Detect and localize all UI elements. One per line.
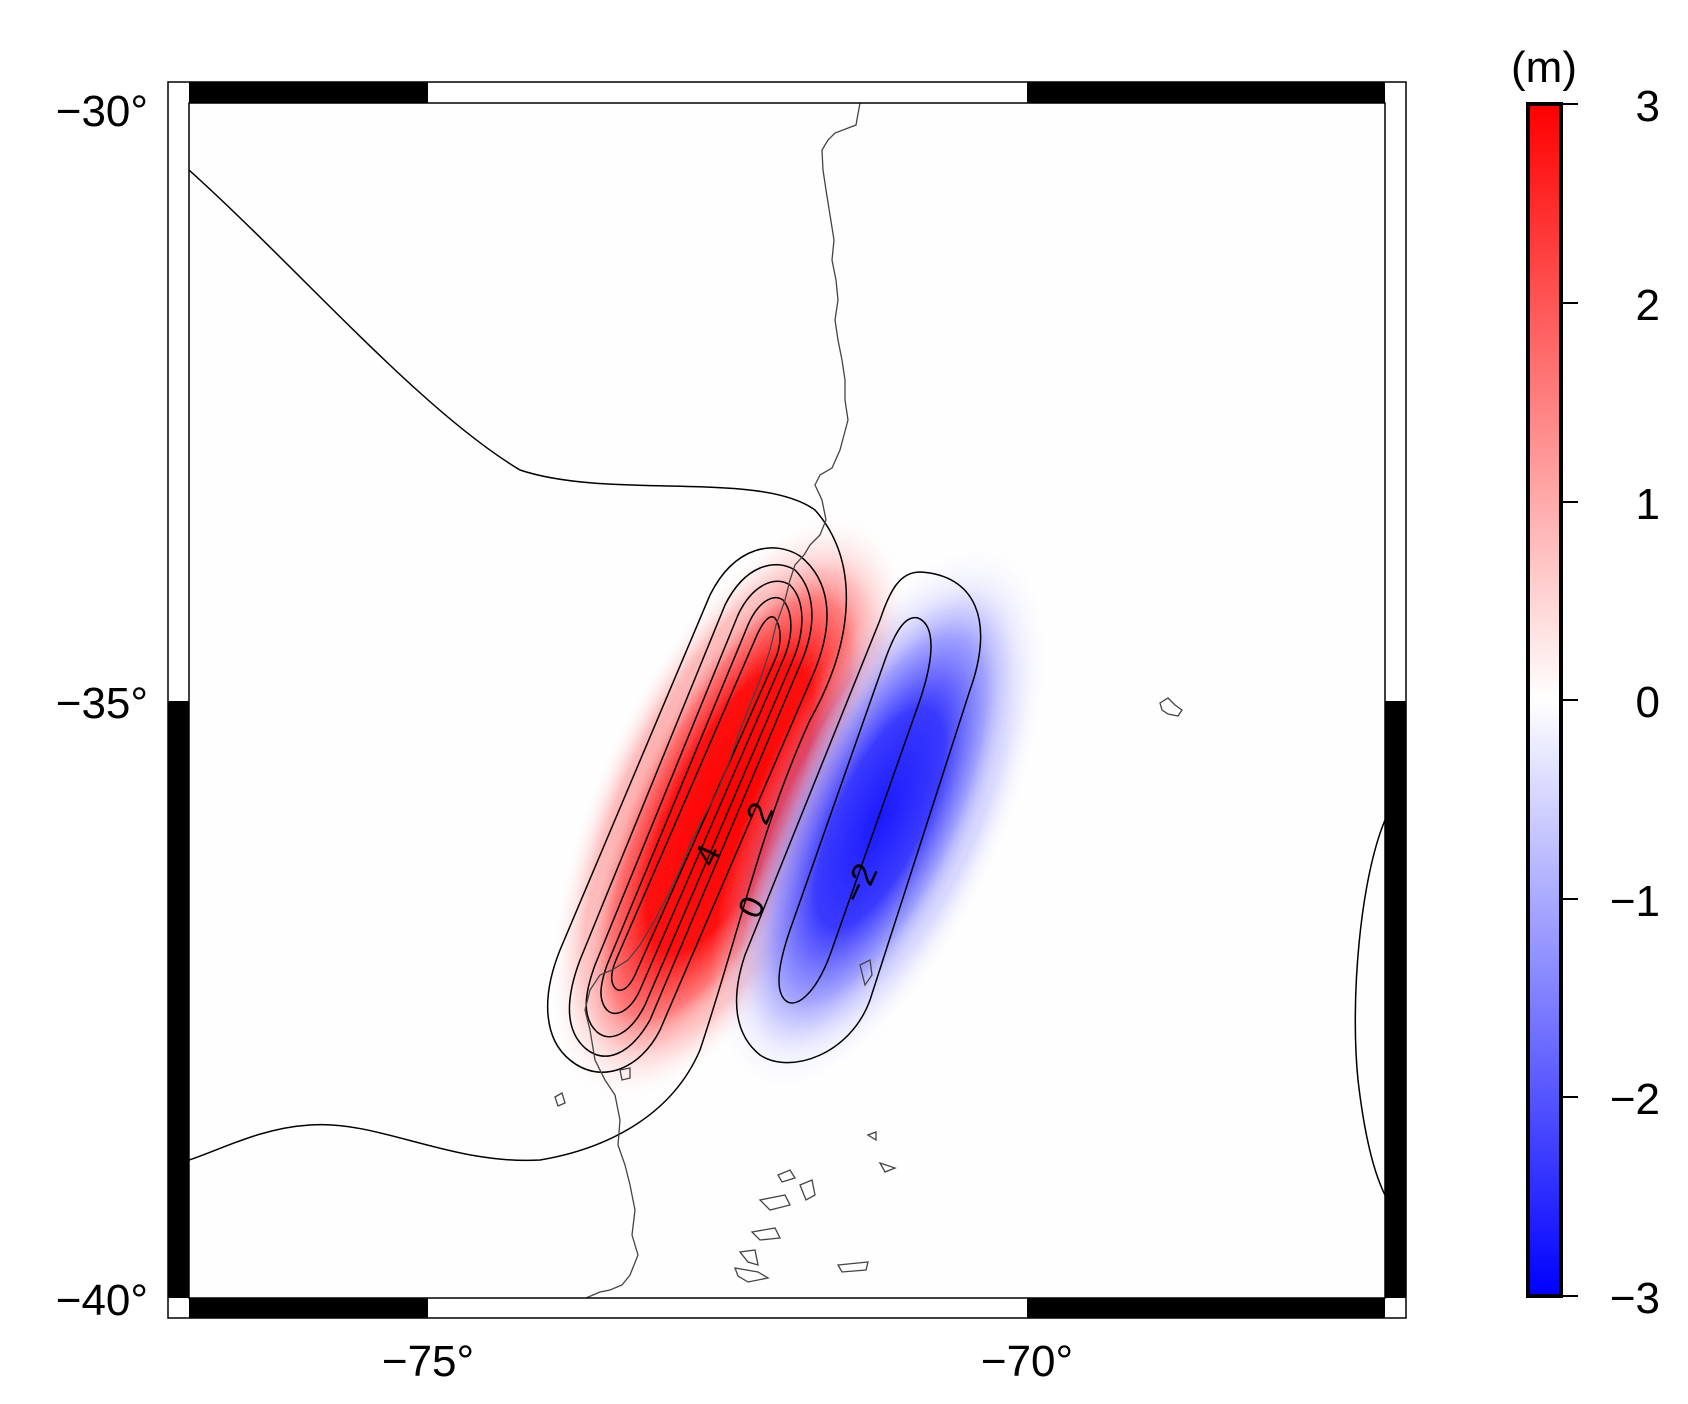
colorbar-tick-label: 0 <box>1636 678 1660 727</box>
x-tick-label: −75° <box>382 1337 474 1386</box>
colorbar-tick-label: 1 <box>1636 480 1660 529</box>
colorbar-ticks <box>1561 104 1578 1296</box>
y-tick-label: −35° <box>56 679 148 728</box>
colorbar-tick-label: −1 <box>1610 877 1660 926</box>
colorbar-unit-label: (m) <box>1511 43 1577 92</box>
colorbar-tick-label: 2 <box>1636 281 1660 330</box>
colorbar-gradient <box>1528 104 1561 1296</box>
colorbar-tick-labels: 3 2 1 0 −1 −2 −3 <box>1610 82 1660 1323</box>
y-axis-labels: −30° −35° −40° <box>56 87 148 1325</box>
y-tick-label: −40° <box>56 1276 148 1325</box>
colorbar: (m) 3 2 1 0 −1 −2 −3 <box>1511 43 1660 1323</box>
map-area: 4 2 0 −2 <box>189 103 1385 1298</box>
colorbar-tick-label: 3 <box>1636 82 1660 131</box>
x-axis-labels: −75° −70° <box>382 1337 1073 1386</box>
colorbar-tick-label: −3 <box>1610 1274 1660 1323</box>
colorbar-tick-label: −2 <box>1610 1075 1660 1124</box>
x-tick-label: −70° <box>981 1337 1073 1386</box>
y-tick-label: −30° <box>56 87 148 136</box>
